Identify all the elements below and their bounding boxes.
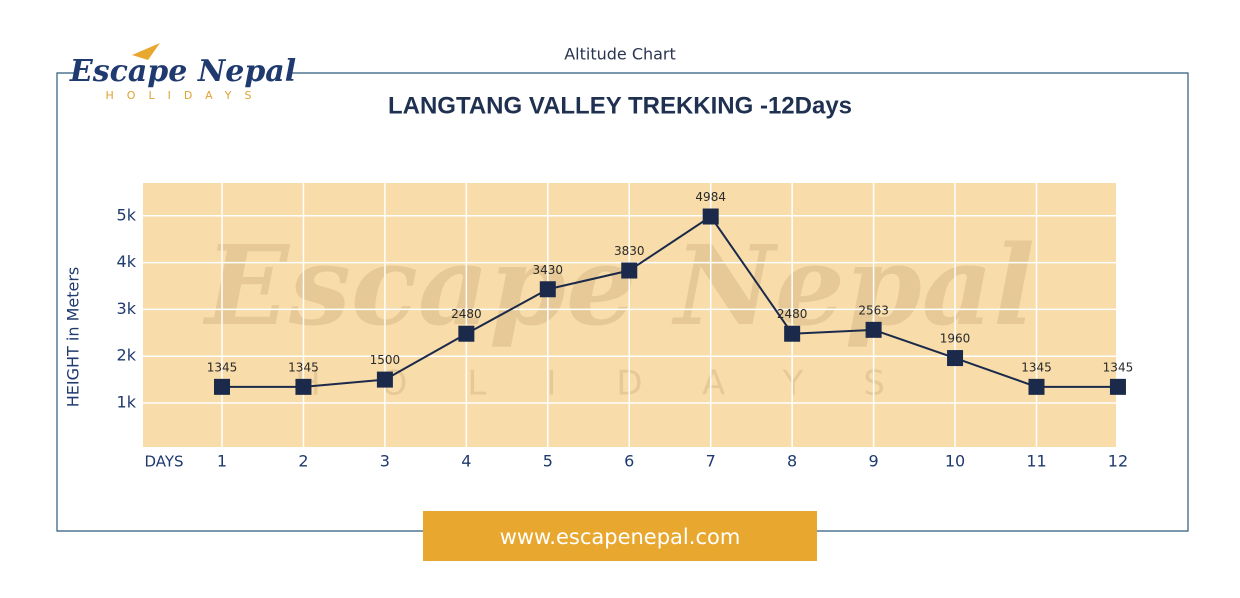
value-label: 1345 [1103, 360, 1134, 374]
logo-tagline: HOLIDAYS [106, 89, 265, 102]
header: Altitude Chart [564, 45, 676, 64]
value-label: 1960 [940, 332, 971, 346]
y-tick-label: 2k [117, 346, 137, 365]
x-tick-label: 12 [1108, 452, 1128, 471]
marker [458, 325, 475, 342]
footer-box [423, 511, 817, 561]
marker [621, 262, 638, 279]
y-tick-label: 3k [117, 299, 137, 318]
marker [1028, 378, 1045, 395]
x-tick-label: 2 [298, 452, 308, 471]
y-axis-label: HEIGHT in Meters [64, 267, 83, 408]
value-label: 3830 [614, 244, 645, 258]
marker [702, 208, 719, 225]
marker [1109, 378, 1126, 395]
x-tick-label: 9 [869, 452, 879, 471]
value-label: 3430 [533, 263, 564, 277]
chart-layer: 1345 1345 1500 2480 3430 3830 4984 2480 2563 1960… [143, 183, 1133, 447]
line [222, 215, 1118, 388]
value-label: 1345 [1021, 360, 1052, 374]
marker [784, 325, 801, 342]
value-label: 2480 [777, 307, 808, 321]
x-tick-label: 6 [624, 452, 634, 471]
value-label: 2480 [451, 307, 482, 321]
footer-url: www.escapenepal.com [500, 525, 741, 549]
value-label: 1500 [370, 353, 401, 367]
y-tick-label: 5k [117, 205, 137, 224]
watermark-name: Escape Nepal [202, 221, 1035, 350]
marker [376, 371, 393, 388]
value-label: 1345 [288, 360, 319, 374]
x-tick-label: 11 [1026, 452, 1046, 471]
marker [295, 378, 312, 395]
x-tick-label: 5 [543, 452, 553, 471]
watermark-tagline: HOLIDAYS [295, 364, 945, 404]
x-tick-label: 1 [217, 452, 227, 471]
x-tick-label: 8 [787, 452, 797, 471]
y-tick-label: 4k [117, 252, 137, 271]
chart-title: LANGTANG VALLEY TREKKING -12Days [388, 92, 852, 119]
value-label: 4984 [695, 190, 726, 204]
marker [865, 321, 882, 338]
watermark: Escape Nepal HOLIDAYS [202, 221, 1035, 404]
marker [539, 281, 556, 298]
x-tick-label: 3 [380, 452, 390, 471]
x-tick-label: 4 [461, 452, 471, 471]
x-tick-label: 10 [945, 452, 965, 471]
value-label: 2563 [858, 303, 889, 317]
marker [947, 350, 964, 367]
marker [214, 378, 230, 395]
logo-plane [132, 43, 160, 60]
x-axis-label: DAYS [144, 453, 183, 471]
logo: Escape Nepal HOLIDAYS [69, 43, 296, 102]
value-label: 1345 [207, 360, 238, 374]
x-tick-label: 7 [706, 452, 716, 471]
y-tick-label: 1k [117, 393, 137, 412]
logo-name: Escape Nepal [69, 54, 296, 89]
